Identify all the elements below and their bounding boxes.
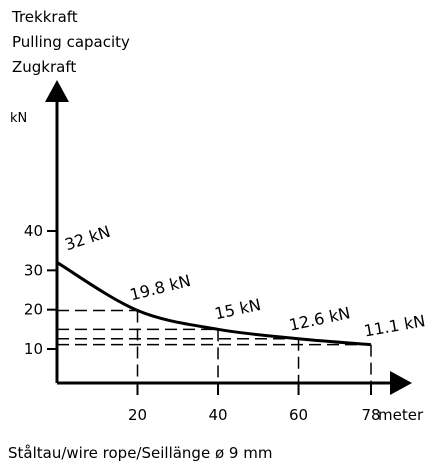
data-label: 19.8 kN bbox=[128, 271, 193, 304]
guide-lines bbox=[57, 309, 372, 383]
x-axis-caption: Ståltau/wire rope/Seillänge ø 9 mm bbox=[8, 444, 272, 462]
x-tick-label: 60 bbox=[289, 406, 308, 424]
y-tick-label: 40 bbox=[24, 222, 43, 240]
data-label: 12.6 kN bbox=[287, 303, 352, 334]
x-axis-unit-label: meter bbox=[378, 406, 424, 424]
axes bbox=[45, 80, 412, 395]
x-tick-label: 20 bbox=[128, 406, 147, 424]
y-tick-label: 20 bbox=[24, 301, 43, 319]
chart-title-line-3: Zugkraft bbox=[12, 58, 76, 76]
x-tick-label: 40 bbox=[208, 406, 227, 424]
y-tick-label: 10 bbox=[24, 340, 43, 358]
x-tick-label: 78 bbox=[361, 406, 380, 424]
capacity-curve bbox=[56, 261, 372, 347]
ticks: 10 20 30 40 20 40 60 78 bbox=[24, 222, 381, 424]
data-label: 15 kN bbox=[213, 295, 263, 323]
y-tick-label: 30 bbox=[24, 261, 43, 279]
capacity-curve-group bbox=[56, 261, 372, 347]
y-axis-unit-label: kN bbox=[10, 111, 27, 126]
x-axis-arrow bbox=[390, 371, 412, 395]
y-axis-arrow bbox=[45, 80, 69, 102]
chart-title-line-1: Trekkraft bbox=[11, 8, 78, 26]
data-labels: 32 kN 19.8 kN 15 kN 12.6 kN 11.1 kN bbox=[62, 222, 426, 341]
data-label: 11.1 kN bbox=[362, 311, 426, 340]
chart-title-line-2: Pulling capacity bbox=[12, 33, 130, 51]
data-label: 32 kN bbox=[62, 222, 112, 254]
